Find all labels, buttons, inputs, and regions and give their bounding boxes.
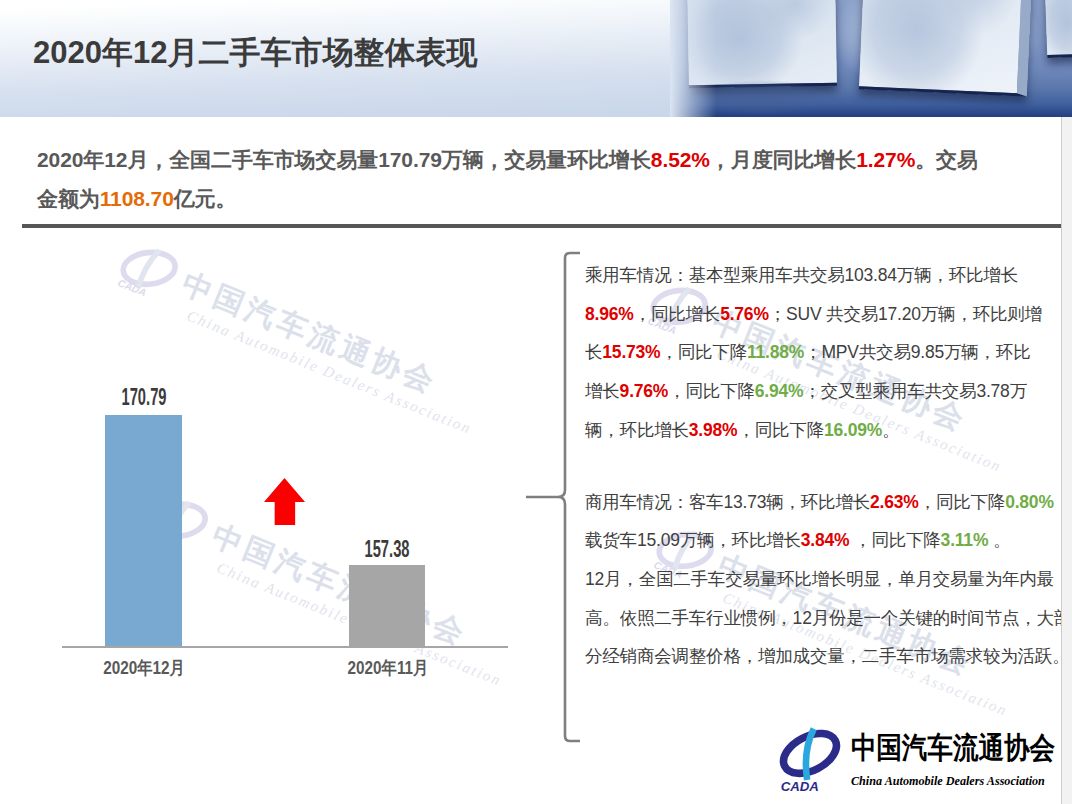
text-line: 高。依照二手车行业惯例，12月份是一个关键的时间节点，大部 — [585, 599, 1055, 638]
slide: 2020年12月二手车市场整体表现 CADA 中国汽车流通协会 China Au… — [0, 0, 1072, 804]
chart-baseline — [62, 646, 508, 648]
analysis-text: 乘用车情况：基本型乘用车共交易103.84万辆，环比增长8.96%，同比增长5.… — [585, 256, 1055, 676]
header-photo-cubes — [670, 0, 1072, 117]
cada-logo-icon: CADA — [775, 726, 845, 796]
watermark-en-text: China Automobile Dealers Association — [184, 307, 474, 437]
text-line: 载货车15.09万辆，环比增长3.84% ，同比下降3.11% 。 — [585, 521, 1055, 560]
text-line: 辆，环比增长3.98%，同比下降16.09%。 — [585, 411, 1055, 450]
bar-value-label: 170.79 — [114, 383, 174, 411]
bar-category-label: 2020年11月 — [337, 658, 439, 680]
svg-text:CADA: CADA — [116, 277, 148, 298]
bar-2020-12 — [105, 415, 182, 646]
text-line: 12月，全国二手车交易量环比增长明显，单月交易量为年内最 — [585, 560, 1055, 599]
cada-watermark-logo-icon: CADA — [109, 234, 187, 307]
text-line: 2020年12月，全国二手车市场交易量170.79万辆，交易量环比增长8.52%… — [37, 140, 1037, 179]
right-edge-strip — [1061, 117, 1072, 804]
text-line: 金额为1108.70亿元。 — [37, 179, 1037, 218]
text-line: 乘用车情况：基本型乘用车共交易103.84万辆，环比增长 — [585, 256, 1055, 295]
bar-value-label: 157.38 — [357, 535, 417, 563]
watermark-cn-text: 中国汽车流通协会 — [176, 263, 490, 422]
photo-left-fade — [670, 0, 716, 117]
text-line: 商用车情况：客车13.73辆，环比增长2.63%，同比下降0.80%； — [585, 483, 1055, 522]
footer-en-text: China Automobile Dealers Association — [851, 773, 1067, 789]
commercial-car-paragraph: 商用车情况：客车13.73辆，环比增长2.63%，同比下降0.80%；载货车15… — [585, 483, 1055, 677]
text-line: 分经销商会调整价格，增加成交量，二手车市场需求较为活跃。 — [585, 637, 1055, 676]
footer-cn-text: 中国汽车流通协会 — [851, 728, 1055, 769]
cada-footer-logo: CADA 中国汽车流通协会 China Automobile Dealers A… — [775, 726, 1072, 796]
text-line: 增长9.76%，同比下降6.94%；交叉型乘用车共交易3.78万 — [585, 372, 1055, 411]
page-title: 2020年12月二手车市场整体表现 — [33, 35, 477, 71]
divider-line — [22, 224, 1062, 228]
passenger-car-paragraph: 乘用车情况：基本型乘用车共交易103.84万辆，环比增长8.96%，同比增长5.… — [585, 256, 1055, 450]
summary-text: 2020年12月，全国二手车市场交易量170.79万辆，交易量环比增长8.52%… — [37, 140, 1037, 218]
photo-cube-right — [1045, 0, 1072, 58]
photo-cube-middle — [859, 0, 1033, 97]
svg-text:CADA: CADA — [781, 779, 819, 794]
brace-left — [518, 250, 584, 746]
text-line: 8.96%，同比增长5.76%；SUV 共交易17.20万辆，环比则增 — [585, 295, 1055, 334]
bar-category-label: 2020年12月 — [93, 658, 195, 680]
up-arrow-icon — [264, 478, 305, 525]
text-line: 长15.73%，同比下降11.88%；MPV共交易9.85万辆，环比 — [585, 333, 1055, 372]
bar-2020-11 — [349, 565, 425, 646]
